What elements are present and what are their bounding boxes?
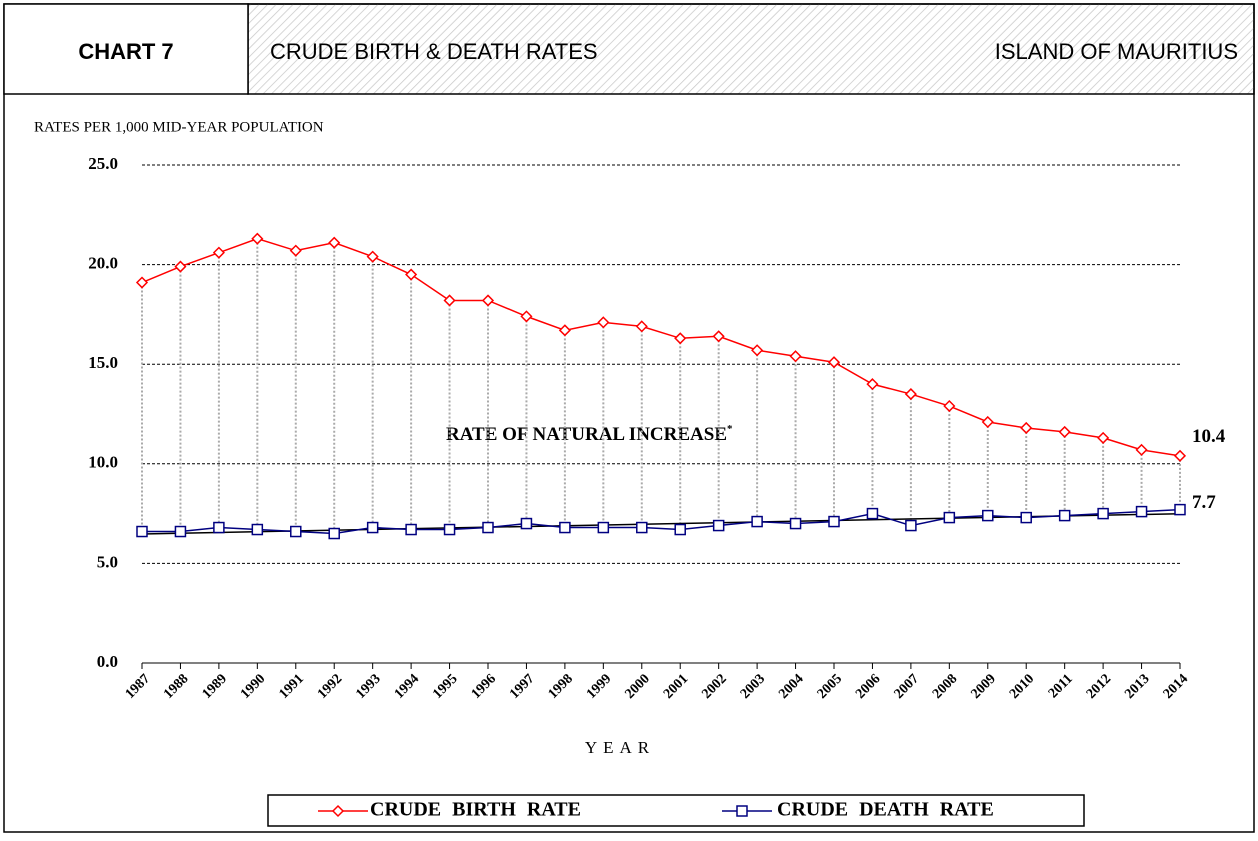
marker-square <box>597 521 610 534</box>
marker-square <box>751 515 763 528</box>
annotation: RATE OF NATURAL INCREASE* <box>446 423 733 446</box>
marker-diamond <box>1020 421 1033 435</box>
marker-diamond <box>635 320 648 333</box>
marker-diamond <box>904 388 917 401</box>
header-band <box>247 3 1255 95</box>
series-line <box>141 237 1181 457</box>
x-axis-label: YEAR <box>585 738 655 757</box>
marker-square <box>1174 503 1186 516</box>
legend-label: CRUDE DEATH RATE <box>777 799 994 821</box>
chart-title: CRUDE BIRTH & DEATH RATES <box>270 39 598 64</box>
chart-label: CHART 7 <box>78 39 173 64</box>
marker-diamond <box>405 268 418 281</box>
marker-diamond <box>558 324 571 337</box>
marker-diamond <box>1173 449 1187 462</box>
y-tick-label: 5.0 <box>97 552 118 571</box>
frame <box>3 3 1255 833</box>
marker-square <box>674 523 686 536</box>
marker-square <box>982 509 994 522</box>
marker-square <box>636 521 648 534</box>
marker-square <box>482 521 494 534</box>
marker-square <box>1058 509 1071 522</box>
marker-diamond <box>135 276 149 289</box>
end-label: 7.7 <box>1192 492 1216 513</box>
marker-diamond <box>1135 443 1148 456</box>
marker-diamond <box>827 356 841 369</box>
marker-square <box>136 525 148 538</box>
marker-diamond <box>712 330 725 343</box>
marker-diamond <box>674 332 687 345</box>
marker-diamond <box>366 250 379 263</box>
marker-square <box>328 527 340 540</box>
series-line <box>142 508 1181 535</box>
marker-square <box>290 525 302 538</box>
marker-square <box>1020 511 1032 524</box>
marker-diamond <box>1097 431 1110 444</box>
marker-square <box>943 511 956 524</box>
header-label-cell <box>3 3 249 95</box>
end-label: 10.4 <box>1192 426 1226 447</box>
marker-square <box>251 523 264 536</box>
marker-square <box>736 805 748 817</box>
marker-square <box>405 523 417 536</box>
marker-square <box>559 521 571 534</box>
marker-square <box>1135 505 1148 518</box>
marker-diamond <box>597 316 610 329</box>
annotation-mark: * <box>727 423 733 435</box>
annotation-text: RATE OF NATURAL INCREASE <box>446 424 727 445</box>
marker-diamond <box>789 350 802 363</box>
marker-square <box>366 521 379 534</box>
marker-diamond <box>212 246 225 259</box>
y-tick-label: 20.0 <box>88 254 118 273</box>
legend-label: CRUDE BIRTH RATE <box>370 799 581 821</box>
marker-square <box>828 515 840 528</box>
marker-diamond <box>331 804 345 818</box>
marker-diamond <box>981 415 994 429</box>
marker-diamond <box>328 236 341 249</box>
marker-square <box>866 507 879 520</box>
marker-square <box>789 517 802 530</box>
chart-subtitle: ISLAND OF MAURITIUS <box>995 39 1238 64</box>
marker-diamond <box>289 244 302 257</box>
marker-diamond <box>174 260 187 273</box>
marker-square <box>443 523 456 536</box>
marker-square <box>1097 507 1109 520</box>
marker-diamond <box>751 344 764 357</box>
marker-square <box>174 525 187 538</box>
y-tick-label: 15.0 <box>88 353 118 372</box>
y-tick-label: 25.0 <box>88 154 118 173</box>
marker-diamond <box>943 399 956 413</box>
y-tick-label: 0.0 <box>97 652 118 671</box>
marker-diamond <box>251 232 264 245</box>
marker-diamond <box>520 310 533 323</box>
marker-square <box>905 519 917 532</box>
legend-box <box>267 794 1085 827</box>
marker-diamond <box>443 294 456 307</box>
marker-diamond <box>1058 425 1071 438</box>
marker-square <box>520 517 533 530</box>
marker-square <box>213 521 225 534</box>
marker-square <box>712 519 725 532</box>
marker-diamond <box>481 294 495 307</box>
y-axis-label: RATES PER 1,000 MID-YEAR POPULATION <box>34 119 324 135</box>
y-tick-label: 10.0 <box>88 453 118 472</box>
marker-diamond <box>866 378 879 391</box>
